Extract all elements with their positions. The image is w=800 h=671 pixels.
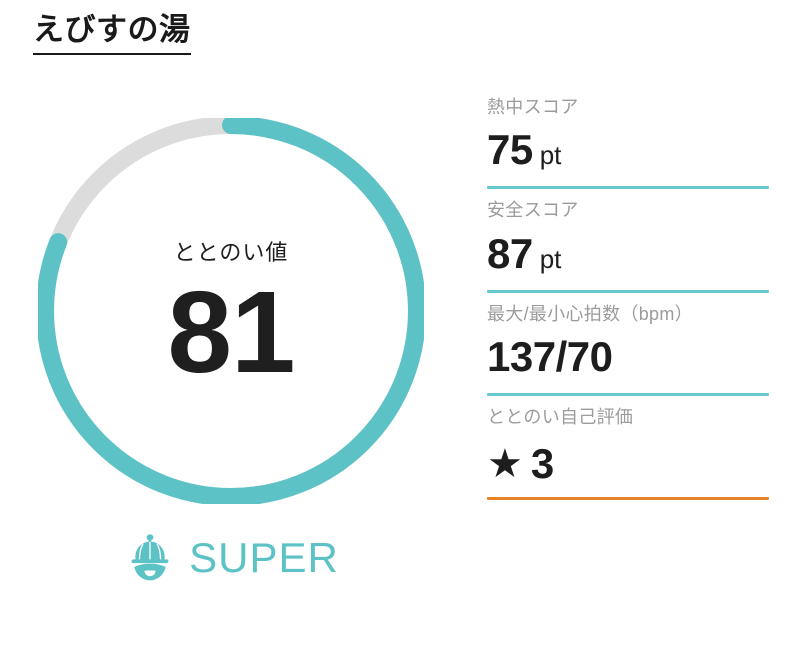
stat-divider [487,289,769,293]
stat-block-self-rating: ととのい自己評価 ★ 3 [487,406,769,500]
stat-divider [487,393,769,397]
stats-panel: 熱中スコア 75 pt 安全スコア 87 pt 最大/最小心拍数（bpm） 13… [487,96,769,510]
stat-value: 87 [487,229,533,277]
stat-block-heart-rate: 最大/最小心拍数（bpm） 137/70 [487,303,769,397]
rank-badge: SUPER [0,531,462,585]
stat-label: ととのい自己評価 [487,407,634,428]
totonoi-gauge-panel: ととのい値 81 SUPER [0,95,462,655]
stat-value-row: 87 pt [487,229,769,281]
stat-divider [487,186,769,190]
stat-value: 3 [530,439,554,487]
gauge-progress-arc [38,118,424,504]
stat-value-row: ★ 3 [487,440,769,488]
sauna-man-icon [131,534,169,581]
stat-value: 137/70 [487,333,613,381]
stat-label: 最大/最小心拍数（bpm） [487,303,693,324]
stat-block-safety-score: 安全スコア 87 pt [487,199,769,293]
stat-block-heat-score: 熱中スコア 75 pt [487,96,769,190]
stat-label: 安全スコア [487,200,579,221]
stat-value-row: 75 pt [487,129,769,177]
totonoi-donut-chart [38,118,424,504]
stat-divider [487,496,769,500]
stat-label: 熱中スコア [487,97,579,117]
stat-value-row: 137/70 [487,336,769,384]
stat-unit: pt [539,140,562,171]
page-title: えびすの湯 [33,11,191,55]
stat-unit: pt [539,243,562,274]
rank-label: SUPER [189,534,339,581]
stat-value: 75 [487,126,533,174]
star-icon: ★ [487,441,523,486]
